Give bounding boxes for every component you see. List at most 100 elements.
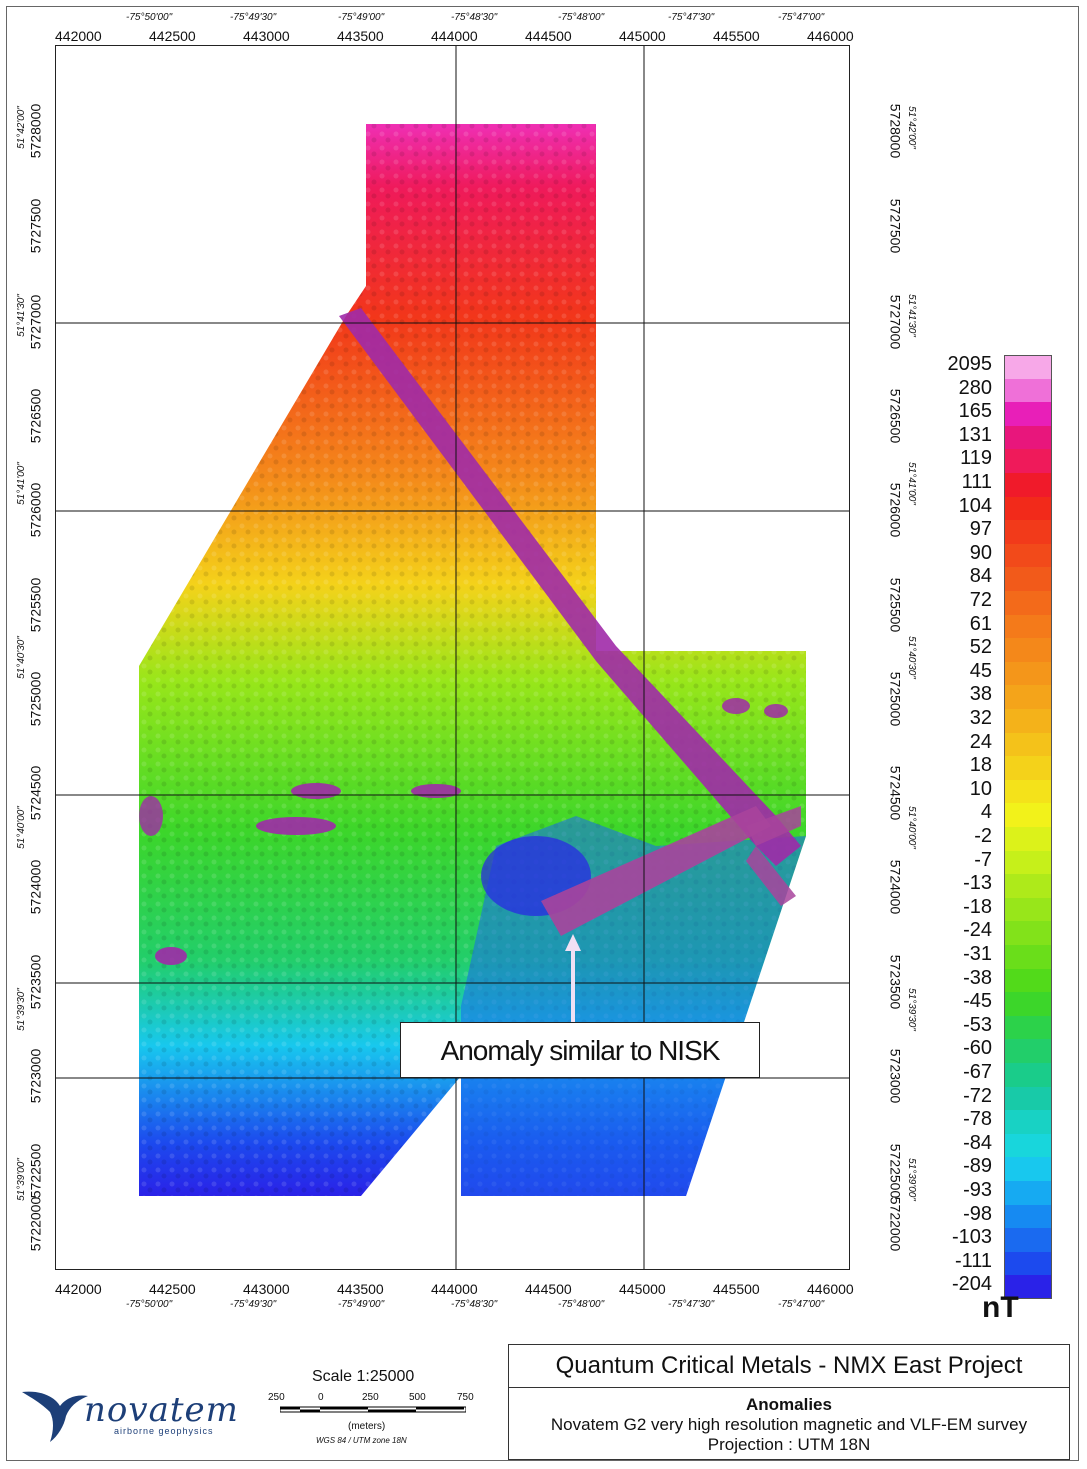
left-northing-label: 5724500: [27, 765, 44, 821]
colorbar-value: -7: [974, 848, 992, 871]
colorbar-value: 32: [969, 707, 992, 729]
colorbar-swatch: [1004, 709, 1052, 734]
bottom-longitude-label: -75°47'00": [778, 1299, 825, 1310]
scale-tick-label: 500: [409, 1392, 426, 1403]
colorbar-value: -103: [951, 1226, 992, 1249]
colorbar-swatch: [1004, 897, 1052, 922]
magnetic-dyke: [339, 308, 801, 866]
left-latitude-label: 51°40'30": [15, 636, 27, 679]
colorbar-swatch: [1004, 614, 1052, 639]
top-longitude-label: -75°47'30": [668, 12, 715, 23]
colorbar-swatch: [1004, 449, 1052, 474]
colorbar-value: -53: [963, 1013, 992, 1036]
colorbar-value: -2: [974, 825, 992, 847]
right-latitude-label: 51°39'30": [905, 988, 917, 1031]
colorbar-swatch: [1004, 591, 1052, 616]
colorbar-swatch: [1004, 1275, 1052, 1300]
colorbar-value: 72: [969, 589, 992, 611]
colorbar-swatch: [1004, 1204, 1052, 1229]
colorbar-value: 104: [958, 494, 992, 517]
novatem-bird-logo: [22, 1391, 88, 1442]
right-northing-label: 5723500: [887, 954, 904, 1010]
left-northing-label: 5726000: [27, 482, 44, 538]
left-latitude-label: 51°40'00": [15, 806, 27, 849]
colorbar-swatch: [1004, 425, 1052, 450]
left-northing-label: 5728000: [27, 103, 44, 159]
bottom-longitude-label: -75°50'00": [126, 1299, 173, 1310]
right-latitude-label: 51°41'00": [905, 462, 917, 505]
bottom-easting-label: 445000: [619, 1281, 666, 1297]
top-easting-label: 442000: [55, 28, 102, 44]
top-easting-label: 444000: [431, 28, 478, 44]
right-northing-label: 5727500: [887, 198, 904, 254]
scale-bar: [280, 1406, 466, 1413]
colorbar-value: -45: [963, 990, 992, 1013]
scale-unit: (meters): [348, 1421, 386, 1432]
scale-tick-label: 250: [268, 1392, 285, 1403]
colorbar-swatch: [1004, 803, 1052, 828]
right-northing-label: 5726000: [887, 482, 904, 538]
colorbar-swatch: [1004, 378, 1052, 403]
colorbar-swatch: [1004, 779, 1052, 804]
colorbar-value: -93: [963, 1179, 992, 1201]
colorbar-swatch: [1004, 1181, 1052, 1206]
left-northing-label: 5724000: [27, 859, 44, 915]
left-latitude-label: 51°42'00": [15, 106, 27, 149]
colorbar-swatch: [1004, 1251, 1052, 1276]
bottom-easting-label: 443000: [243, 1281, 290, 1297]
right-latitude-label: 51°42'00": [905, 106, 917, 149]
right-latitude-label: 51°40'00": [905, 806, 917, 849]
colorbar-swatch: [1004, 1063, 1052, 1088]
colorbar-swatch: [1004, 732, 1052, 757]
colorbar-value: -111: [954, 1249, 992, 1272]
top-easting-label: 443000: [243, 28, 290, 44]
colorbar-swatch: [1004, 355, 1052, 380]
bottom-easting-label: 444000: [431, 1281, 478, 1297]
colorbar-swatch: [1004, 1228, 1052, 1253]
colorbar-value: 280: [958, 376, 992, 399]
bottom-easting-label: 442000: [55, 1281, 102, 1297]
colorbar-value: 165: [958, 400, 992, 423]
logo-wordmark: novatem: [84, 1390, 239, 1430]
colorbar-swatch: [1004, 1157, 1052, 1182]
left-latitude-label: 51°39'00": [15, 1158, 27, 1201]
project-title: Quantum Critical Metals - NMX East Proje…: [509, 1345, 1069, 1388]
colorbar-value: -89: [963, 1155, 992, 1178]
top-longitude-label: -75°48'00": [558, 12, 605, 23]
top-longitude-label: -75°50'00": [126, 12, 173, 23]
top-easting-label: 445000: [619, 28, 666, 44]
map-canvas[interactable]: [55, 45, 850, 1270]
colorbar-swatch: [1004, 1110, 1052, 1135]
colorbar-value: -38: [963, 966, 992, 989]
colorbar-value: -84: [963, 1131, 992, 1154]
right-northing-label: 5722000: [887, 1196, 904, 1252]
colorbar-value: -18: [963, 895, 992, 918]
colorbar-value: 2095: [947, 353, 993, 375]
colorbar-value: 45: [969, 659, 992, 682]
colorbar-swatch: [1004, 1133, 1052, 1158]
right-latitude-label: 51°40'30": [905, 636, 917, 679]
left-northing-label: 5725500: [27, 577, 44, 633]
colorbar-value: -24: [963, 919, 992, 942]
colorbar-value: -60: [963, 1037, 992, 1060]
colorbar-swatch: [1004, 992, 1052, 1017]
top-longitude-label: -75°47'00": [778, 12, 825, 23]
right-northing-label: 5728000: [887, 103, 904, 159]
left-northing-label: 5722000: [27, 1196, 44, 1252]
colorbar-value: 90: [969, 541, 992, 564]
colorbar-swatch: [1004, 1086, 1052, 1111]
left-northing-label: 5727500: [27, 198, 44, 254]
scale-tick-label: 750: [457, 1392, 474, 1403]
top-easting-label: 442500: [149, 28, 196, 44]
colorbar-swatch: [1004, 945, 1052, 970]
right-latitude-label: 51°39'00": [905, 1158, 917, 1201]
magnetic-anomaly-map: [56, 46, 849, 1269]
top-easting-label: 445500: [713, 28, 760, 44]
colorbar-value: -31: [963, 943, 992, 965]
colorbar-swatch: [1004, 402, 1052, 427]
colorbar-value: -98: [963, 1202, 992, 1225]
top-easting-label: 444500: [525, 28, 572, 44]
right-northing-label: 5722500: [887, 1143, 904, 1199]
anomaly-callout: Anomaly similar to NISK: [400, 1022, 760, 1078]
colorbar-value: 111: [961, 471, 992, 493]
